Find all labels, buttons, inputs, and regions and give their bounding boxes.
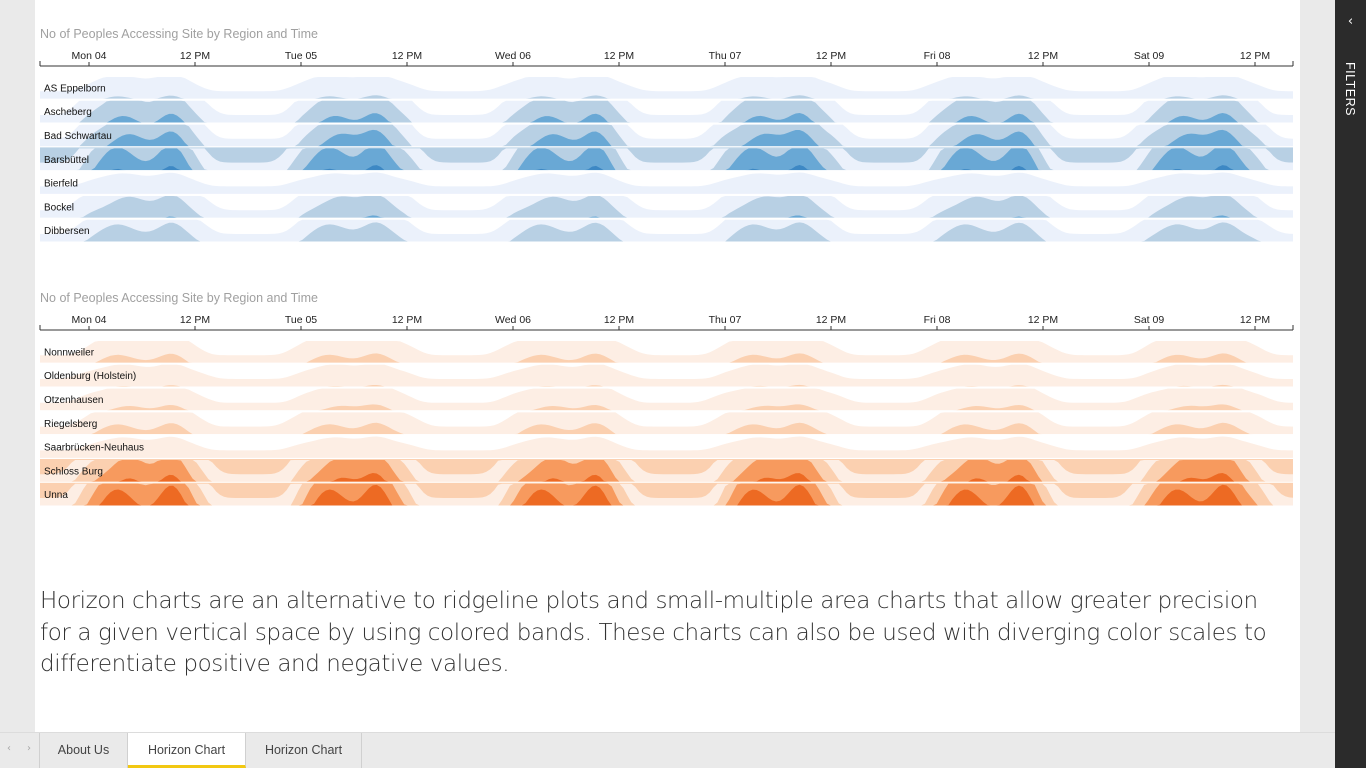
x-tick-label: Mon 04 [71, 314, 106, 326]
report-canvas: No of Peoples Accessing Site by Region a… [35, 0, 1300, 732]
horizon-band [40, 436, 1293, 458]
x-tick-label: 12 PM [816, 314, 846, 326]
x-tick-label: 12 PM [1028, 50, 1058, 62]
horizon-row[interactable]: Bockel [40, 195, 1293, 219]
horizon-band [40, 473, 1293, 482]
horizon-band [40, 404, 1293, 411]
horizon-band [40, 100, 1293, 123]
prev-page-icon[interactable]: ‹ [7, 743, 11, 754]
horizon-band [40, 353, 1293, 363]
x-tick-label: 12 PM [1028, 314, 1058, 326]
horizon-row[interactable]: Dibbersen [40, 218, 1293, 243]
x-tick-label: 12 PM [392, 314, 422, 326]
chart-title-1: No of Peoples Accessing Site by Region a… [40, 27, 318, 41]
row-label: Unna [44, 490, 68, 501]
filters-pane[interactable]: ‹ FILTERS [1335, 0, 1366, 768]
horizon-band [40, 77, 1293, 99]
horizon-row[interactable]: Oldenburg (Holstein) [40, 363, 1293, 388]
x-tick-label: 12 PM [180, 314, 210, 326]
chart-title-2: No of Peoples Accessing Site by Region a… [40, 291, 318, 305]
row-label: Oldenburg (Holstein) [44, 371, 136, 382]
row-label: Schloss Burg [44, 466, 103, 477]
horizon-row[interactable]: Ascheberg [40, 99, 1293, 124]
row-label: Bad Schwartau [44, 131, 112, 142]
horizon-band [40, 196, 1293, 218]
x-tick-label: 12 PM [1240, 314, 1270, 326]
row-label: Riegelsberg [44, 419, 97, 430]
horizon-row[interactable]: Barsbüttel [40, 147, 1293, 172]
x-tick-label: Wed 06 [495, 50, 531, 62]
x-tick-label: 12 PM [1240, 50, 1270, 62]
horizon-chart-1[interactable]: Mon 04 12 PM Tue 05 12 PM Wed 06 12 PM Thu 07 1… [35, 44, 1300, 248]
horizon-row[interactable]: Riegelsberg [40, 411, 1293, 436]
x-tick-label: Mon 04 [71, 50, 106, 62]
x-tick-label: Tue 05 [285, 314, 317, 326]
row-label: Dibbersen [44, 226, 90, 237]
tab-about-us[interactable]: About Us [39, 733, 128, 768]
x-tick-label: Thu 07 [709, 314, 742, 326]
horizon-band [40, 384, 1293, 387]
x-tick-label: Wed 06 [495, 314, 531, 326]
horizon-band [40, 484, 1293, 506]
row-label: Ascheberg [44, 107, 92, 118]
tab-horizon-chart-active[interactable]: Horizon Chart [128, 733, 246, 768]
row-label: Barsbüttel [44, 155, 89, 166]
horizon-row[interactable]: Saarbrücken-Neuhaus [40, 435, 1293, 460]
row-label: Bockel [44, 202, 74, 213]
horizon-band [40, 364, 1293, 387]
x-tick-label: Fri 08 [924, 50, 951, 62]
horizon-row[interactable]: AS Eppelborn [40, 76, 1293, 100]
x-tick-label: Sat 09 [1134, 50, 1165, 62]
x-tick-label: Tue 05 [285, 50, 317, 62]
x-tick-label: 12 PM [392, 50, 422, 62]
horizon-row[interactable]: Bierfeld [40, 171, 1293, 196]
horizon-band [40, 165, 1293, 171]
x-tick-label: 12 PM [180, 50, 210, 62]
horizon-band [40, 95, 1293, 99]
horizon-band [40, 148, 1293, 171]
horizon-row[interactable]: Unna [40, 482, 1293, 507]
x-tick-label: 12 PM [604, 314, 634, 326]
x-tick-label: 12 PM [604, 50, 634, 62]
x-tick-label: Fri 08 [924, 314, 951, 326]
row-label: Saarbrücken-Neuhaus [44, 443, 144, 454]
horizon-band [40, 341, 1293, 363]
horizon-band [40, 422, 1293, 435]
collapse-chevron-icon[interactable]: ‹ [1347, 14, 1354, 29]
horizon-band [40, 460, 1293, 482]
description-text: Horizon charts are an alternative to rid… [40, 588, 1267, 677]
horizon-chart-2[interactable]: Mon 04 12 PM Tue 05 12 PM Wed 06 12 PM Thu 07 1… [35, 308, 1300, 512]
row-label: Bierfeld [44, 179, 78, 190]
next-page-icon[interactable]: › [27, 743, 31, 754]
horizon-band [40, 222, 1293, 242]
horizon-row[interactable]: Schloss Burg [40, 459, 1293, 483]
horizon-row[interactable]: Otzenhausen [40, 387, 1293, 412]
x-tick-label: Sat 09 [1134, 314, 1165, 326]
x-tick-label: Thu 07 [709, 50, 742, 62]
horizon-band [40, 172, 1293, 194]
tab-horizon-chart[interactable]: Horizon Chart [246, 733, 362, 768]
x-tick-label: 12 PM [816, 50, 846, 62]
page-tab-bar: ‹ › About Us Horizon Chart Horizon Chart [0, 732, 1335, 768]
horizon-band [40, 388, 1293, 411]
row-label: Otzenhausen [44, 395, 104, 406]
horizon-band [40, 113, 1293, 123]
horizon-row[interactable]: Bad Schwartau [40, 123, 1293, 148]
horizon-row[interactable]: Nonnweiler [40, 340, 1293, 364]
filters-label[interactable]: FILTERS [1343, 62, 1357, 116]
horizon-band [40, 129, 1293, 147]
row-label: Nonnweiler [44, 347, 95, 358]
row-label: AS Eppelborn [44, 83, 106, 94]
